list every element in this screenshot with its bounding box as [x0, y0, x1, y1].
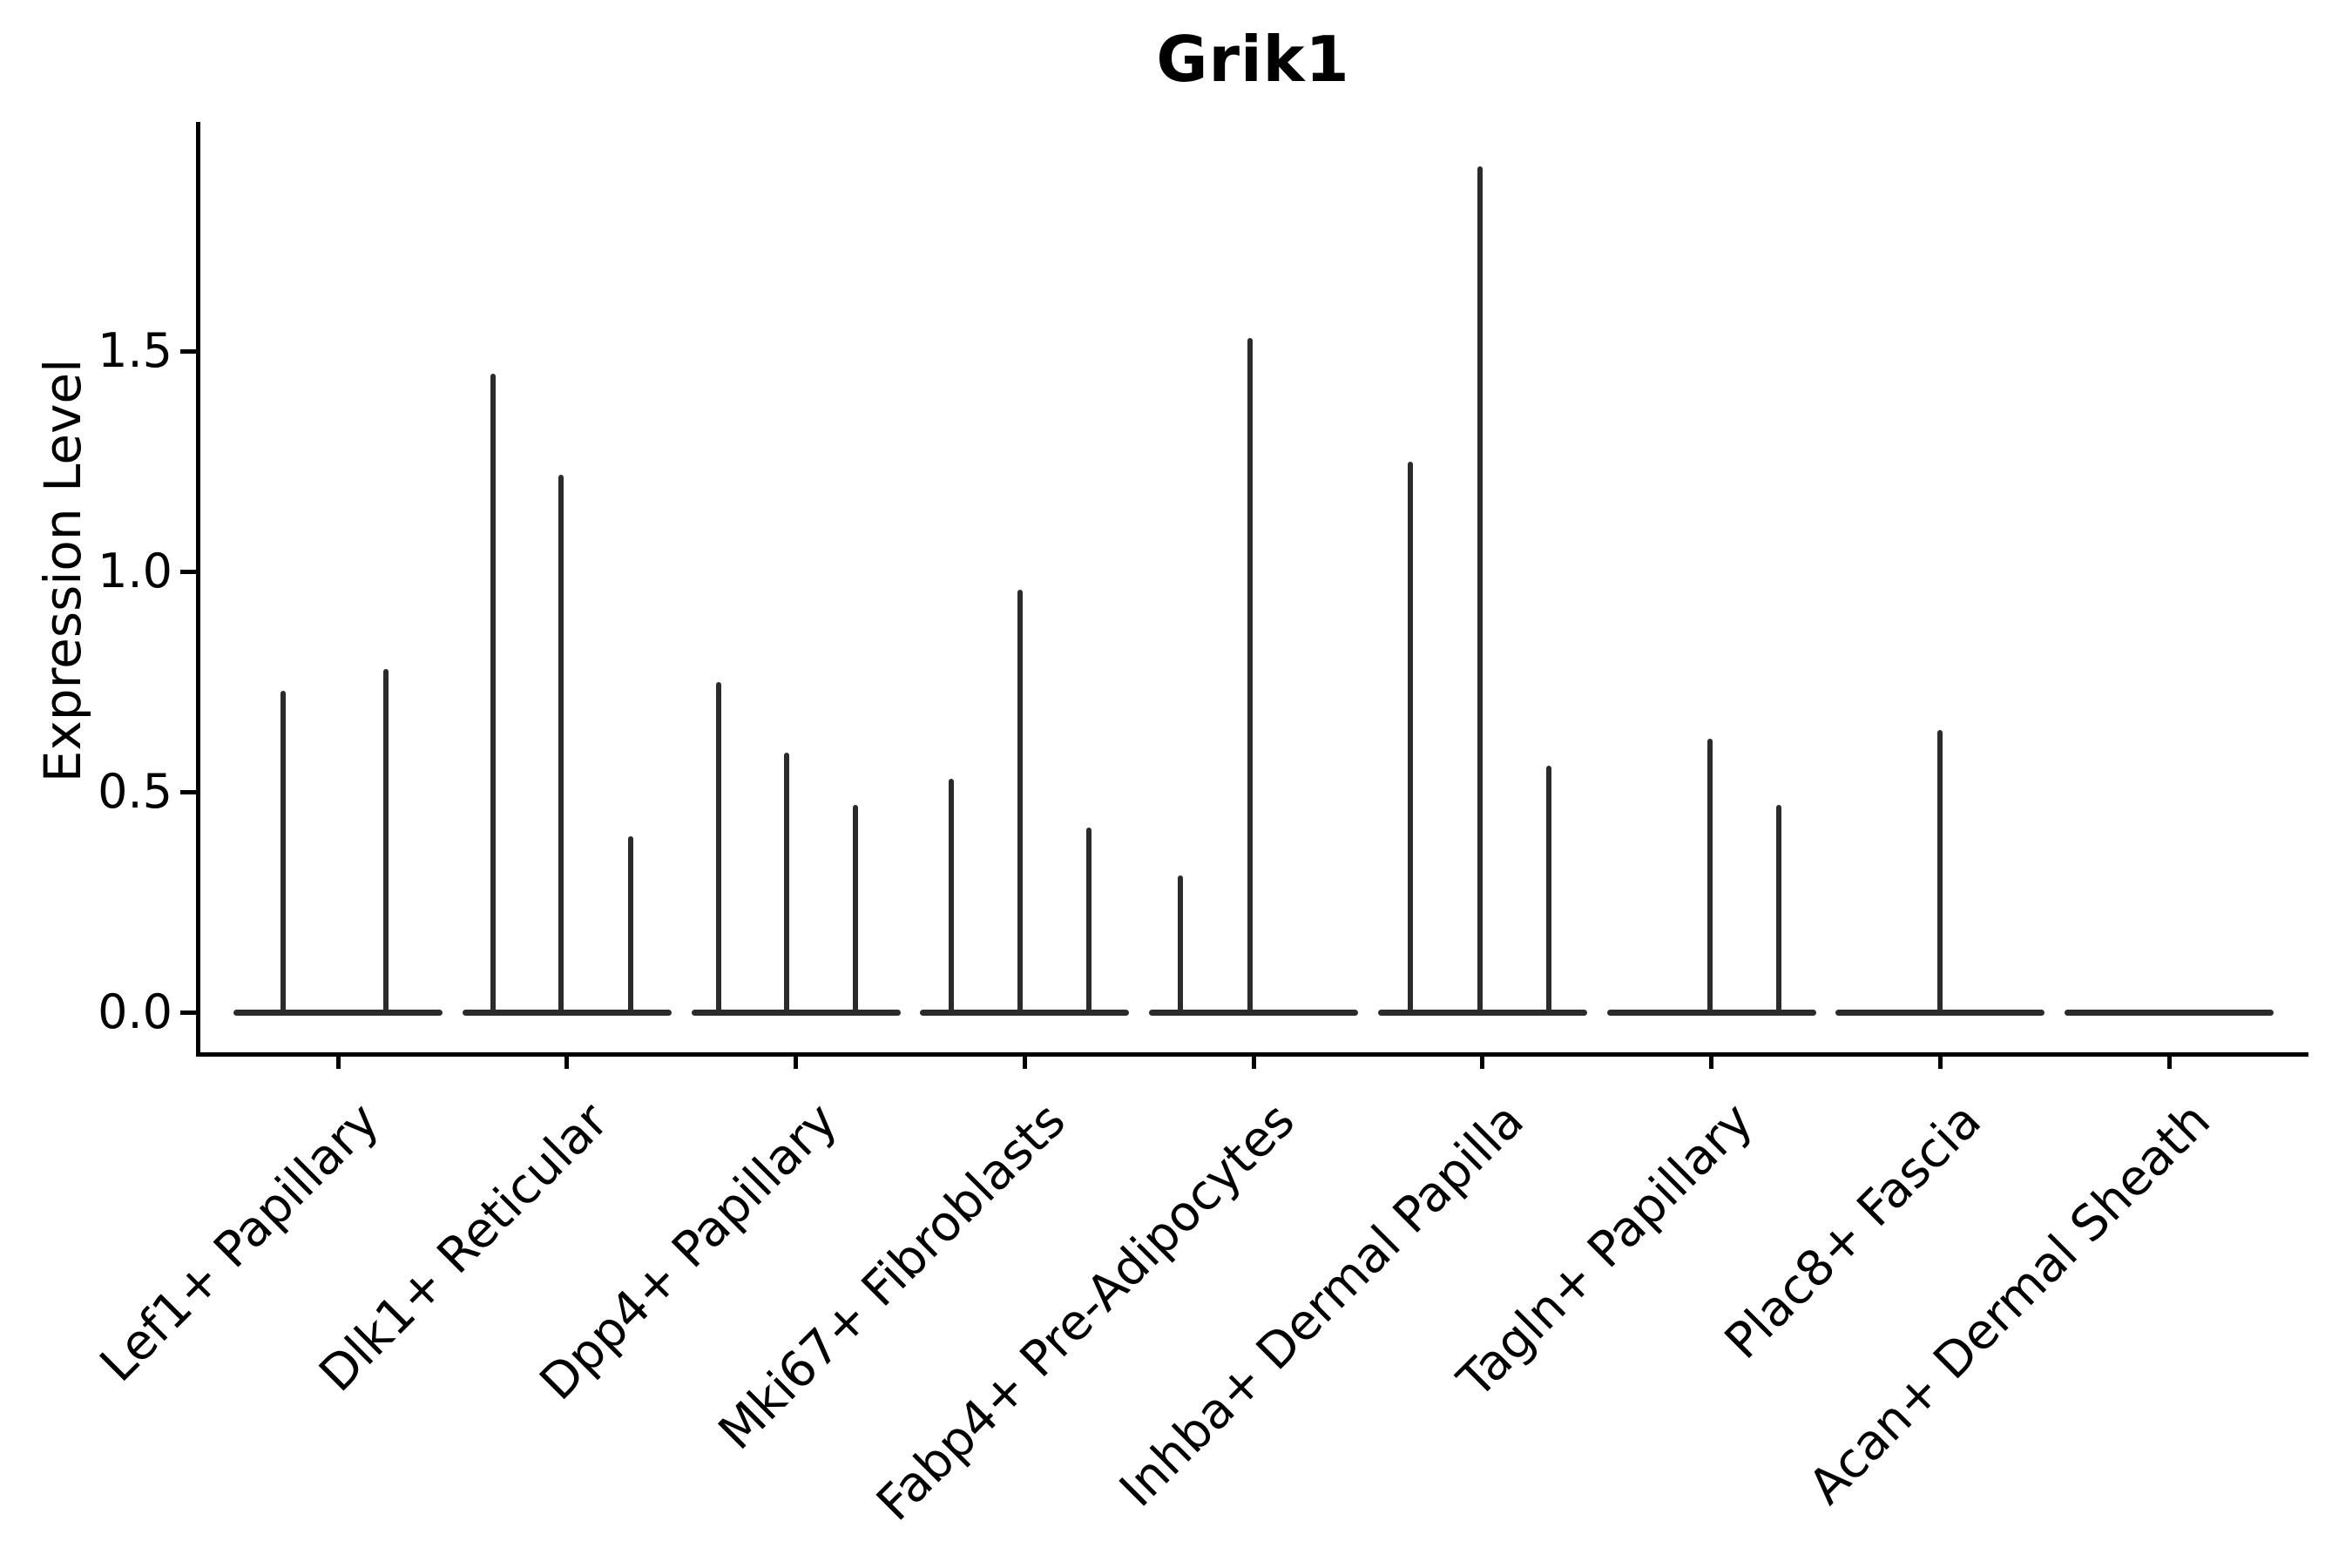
violin-spike: [1477, 166, 1483, 1012]
violin-baseline: [2065, 1009, 2274, 1016]
violin-spike: [627, 835, 633, 1012]
violin-spike: [1937, 730, 1943, 1012]
violin-baseline: [691, 1009, 901, 1016]
x-tick: [2166, 1057, 2172, 1069]
violin-spike: [1407, 461, 1413, 1012]
y-tick-label: 1.5: [98, 323, 172, 379]
violin-spike: [490, 373, 496, 1012]
violin-baseline: [920, 1009, 1130, 1016]
violin-spike: [1178, 875, 1183, 1012]
violin-baseline: [1377, 1009, 1587, 1016]
violin-spike: [783, 752, 789, 1012]
violin-spike: [949, 778, 955, 1012]
chart-title: Grik1: [1156, 23, 1350, 96]
violin-baseline: [462, 1009, 672, 1016]
x-tick: [1022, 1057, 1027, 1069]
y-tick: [180, 348, 198, 354]
y-tick-label: 1.0: [98, 544, 172, 599]
x-tick: [1480, 1057, 1485, 1069]
y-tick-label: 0.5: [98, 764, 172, 820]
violin-baseline: [1149, 1009, 1358, 1016]
violin-baseline: [1606, 1009, 1816, 1016]
x-tick: [794, 1057, 798, 1069]
violin-spike: [852, 805, 858, 1012]
x-tick: [1937, 1057, 1943, 1069]
violin-spike: [1247, 338, 1253, 1012]
violin-spike: [1545, 765, 1551, 1012]
violin-spike: [715, 681, 721, 1012]
x-tick: [564, 1057, 570, 1069]
x-tick: [1251, 1057, 1256, 1069]
violin-spike: [1017, 589, 1024, 1012]
x-axis-spine: [196, 1052, 2308, 1057]
violin-spike: [280, 690, 286, 1012]
y-tick: [180, 1010, 198, 1015]
violin-spike: [383, 668, 389, 1012]
violin-baseline: [233, 1009, 443, 1016]
x-tick: [1709, 1057, 1713, 1069]
x-tick: [335, 1057, 341, 1069]
violin-spike: [1086, 827, 1092, 1012]
y-axis-spine: [196, 122, 200, 1057]
y-tick-label: 0.0: [98, 984, 172, 1039]
y-tick: [180, 789, 198, 794]
violin-spike: [558, 475, 564, 1012]
violin-spike: [1707, 739, 1713, 1012]
violin-baseline: [1835, 1009, 2045, 1016]
y-tick: [180, 569, 198, 574]
violin-spike: [1775, 805, 1781, 1012]
